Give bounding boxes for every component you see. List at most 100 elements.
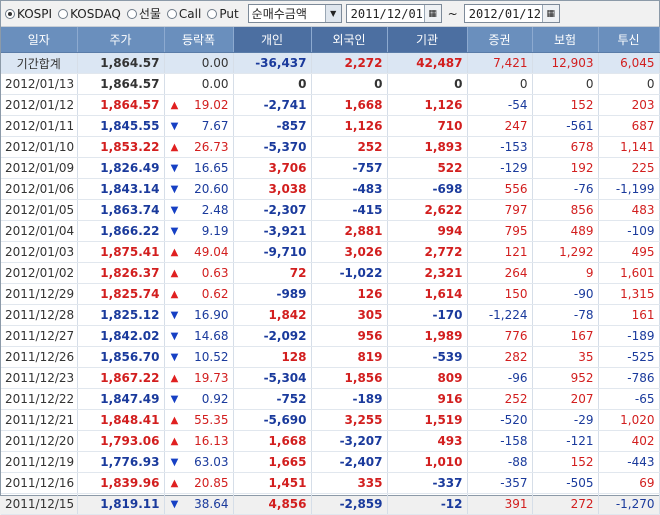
- cell-change: ▼ 63.03: [164, 451, 234, 473]
- cell-date: 2011/12/19: [1, 451, 78, 473]
- table-row[interactable]: 2011/12/28 1,825.12 ▼ 16.90 1,842 305 -170 -1,2…: [1, 304, 660, 326]
- cell-trust: -525: [598, 346, 660, 368]
- cell-securities: -158: [467, 430, 533, 452]
- cell-foreign: 252: [311, 136, 388, 158]
- radio-put[interactable]: Put: [207, 7, 239, 21]
- date-from-field[interactable]: 2011/12/01 ▦: [345, 4, 442, 23]
- table-row[interactable]: 2011/12/26 1,856.70 ▼ 10.52 128 819 -539 282 35-…: [1, 346, 660, 368]
- metric-select[interactable]: 순매수금액 ▼: [247, 4, 342, 23]
- cell-date: 2011/12/22: [1, 388, 78, 410]
- cell-date: 2011/12/28: [1, 304, 78, 326]
- date-to-value: 2012/01/12: [468, 6, 541, 21]
- cell-change: ▼ 16.65: [164, 157, 234, 179]
- cell-securities: 150: [467, 283, 533, 305]
- cell-institution: 2,321: [387, 262, 468, 284]
- col-header-institution[interactable]: 기관: [387, 27, 468, 53]
- col-header-individual[interactable]: 개인: [233, 27, 312, 53]
- cell-individual: -2,741: [233, 94, 312, 116]
- chevron-down-icon[interactable]: ▼: [324, 5, 341, 22]
- table-row[interactable]: 2011/12/23 1,867.22 ▲ 19.73 -5,304 1,856 809 -9…: [1, 367, 660, 389]
- col-header-price[interactable]: 주가: [77, 27, 165, 53]
- up-triangle-icon: ▲: [170, 372, 179, 384]
- calendar-icon[interactable]: ▦: [423, 5, 441, 22]
- table-row[interactable]: 2012/01/12 1,864.57 ▲ 19.02 -2,741 1,668 1,126…: [1, 94, 660, 116]
- radio-futures[interactable]: 선물: [126, 5, 161, 22]
- down-triangle-icon: ▼: [170, 498, 179, 510]
- cell-change-value: 2.48: [201, 203, 229, 217]
- radio-kospi[interactable]: KOSPI: [5, 7, 52, 21]
- table-row[interactable]: 2011/12/29 1,825.74 ▲ 0.62 -989 126 1,614 150 -9…: [1, 283, 660, 305]
- date-to-field[interactable]: 2012/01/12 ▦: [463, 4, 560, 23]
- cell-individual: -752: [233, 388, 312, 410]
- cell-securities: 247: [467, 115, 533, 137]
- cell-change-value: 0.00: [201, 56, 229, 70]
- table-row[interactable]: 2011/12/19 1,776.93 ▼ 63.03 1,665 -2,407 1,010…: [1, 451, 660, 473]
- down-triangle-icon: ▼: [170, 120, 179, 132]
- cell-price: 1,864.57: [77, 94, 165, 116]
- table-row[interactable]: 2012/01/06 1,843.14 ▼ 20.60 3,038 -483 -698 556…: [1, 178, 660, 200]
- cell-securities: 0: [467, 73, 533, 95]
- radio-call[interactable]: Call: [166, 7, 201, 21]
- table-row[interactable]: 2011/12/16 1,839.96 ▲ 20.85 1,451 335 -337 -357…: [1, 472, 660, 494]
- col-header-date[interactable]: 일자: [1, 27, 78, 53]
- col-header-trust[interactable]: 투신: [598, 27, 660, 53]
- cell-foreign: -483: [311, 178, 388, 200]
- cell-date: 2011/12/16: [1, 472, 78, 494]
- down-triangle-icon: ▼: [170, 309, 179, 321]
- col-header-foreign[interactable]: 외국인: [311, 27, 388, 53]
- cell-insurance: 35: [532, 346, 599, 368]
- cell-insurance: -29: [532, 409, 599, 431]
- table-row[interactable]: 2012/01/02 1,826.37 ▲ 0.63 72 -1,022 2,321 264 9…: [1, 262, 660, 284]
- cell-securities: -1,224: [467, 304, 533, 326]
- cell-individual: -36,437: [233, 52, 312, 74]
- cell-insurance: -505: [532, 472, 599, 494]
- cell-price: 1,866.22: [77, 220, 165, 242]
- cell-individual: -5,304: [233, 367, 312, 389]
- col-header-change[interactable]: 등락폭: [164, 27, 234, 53]
- cell-trust: 483: [598, 199, 660, 221]
- table-row[interactable]: 2011/12/22 1,847.49 ▼ 0.92 -752 -189 916 252 207…: [1, 388, 660, 410]
- table-row[interactable]: 2012/01/13 1,864.57 0.00 0 0 0 0 0 0: [1, 73, 660, 95]
- summary-row[interactable]: 기간합계 1,864.57 0.00 -36,437 2,272 42,487 7,421 1…: [1, 52, 660, 74]
- table-row[interactable]: 2011/12/20 1,793.06 ▲ 16.13 1,668 -3,207 493 -1…: [1, 430, 660, 452]
- cell-insurance: 952: [532, 367, 599, 389]
- up-triangle-icon: ▲: [170, 435, 179, 447]
- cell-insurance: 167: [532, 325, 599, 347]
- date-from-value: 2011/12/01: [350, 6, 423, 21]
- date-range-separator: ~: [447, 6, 458, 21]
- cell-institution: -12: [387, 493, 468, 515]
- table-row[interactable]: 2012/01/11 1,845.55 ▼ 7.67 -857 1,126 710 247 -5…: [1, 115, 660, 137]
- cell-individual: -2,307: [233, 199, 312, 221]
- table-row[interactable]: 2012/01/09 1,826.49 ▼ 16.65 3,706 -757 522 -129…: [1, 157, 660, 179]
- cell-insurance: 207: [532, 388, 599, 410]
- table-row[interactable]: 2012/01/04 1,866.22 ▼ 9.19 -3,921 2,881 994 795…: [1, 220, 660, 242]
- radio-kosdaq[interactable]: KOSDAQ: [58, 7, 121, 21]
- cell-change-value: 14.68: [194, 329, 229, 343]
- metric-select-value: 순매수금액: [251, 7, 307, 21]
- col-header-insurance[interactable]: 보험: [532, 27, 599, 53]
- table-row[interactable]: 2012/01/05 1,863.74 ▼ 2.48 -2,307 -415 2,622 79…: [1, 199, 660, 221]
- cell-insurance: -78: [532, 304, 599, 326]
- cell-change-value: 55.35: [194, 413, 229, 427]
- cell-foreign: 305: [311, 304, 388, 326]
- cell-price: 1,875.41: [77, 241, 165, 263]
- cell-institution: 2,622: [387, 199, 468, 221]
- cell-price: 1,825.74: [77, 283, 165, 305]
- table-row[interactable]: 2012/01/10 1,853.22 ▲ 26.73 -5,370 252 1,893 -1…: [1, 136, 660, 158]
- table-row[interactable]: 2011/12/21 1,848.41 ▲ 55.35 -5,690 3,255 1,519…: [1, 409, 660, 431]
- cell-foreign: 1,856: [311, 367, 388, 389]
- cell-securities: -54: [467, 94, 533, 116]
- calendar-icon[interactable]: ▦: [541, 5, 559, 22]
- up-triangle-icon: ▲: [170, 477, 179, 489]
- table-row[interactable]: 2011/12/27 1,842.02 ▼ 14.68 -2,092 956 1,989 77…: [1, 325, 660, 347]
- cell-date: 2011/12/15: [1, 493, 78, 515]
- cell-change: 0.00: [164, 52, 234, 74]
- col-header-securities[interactable]: 증권: [467, 27, 533, 53]
- table-row[interactable]: 2011/12/15 1,819.11 ▼ 38.64 4,856 -2,859 -12 39…: [1, 493, 660, 515]
- cell-date: 2012/01/05: [1, 199, 78, 221]
- cell-date: 2012/01/03: [1, 241, 78, 263]
- cell-institution: 710: [387, 115, 468, 137]
- table-row[interactable]: 2012/01/03 1,875.41 ▲ 49.04 -9,710 3,026 2,772…: [1, 241, 660, 263]
- cell-change: ▼ 16.90: [164, 304, 234, 326]
- cell-date: 2012/01/12: [1, 94, 78, 116]
